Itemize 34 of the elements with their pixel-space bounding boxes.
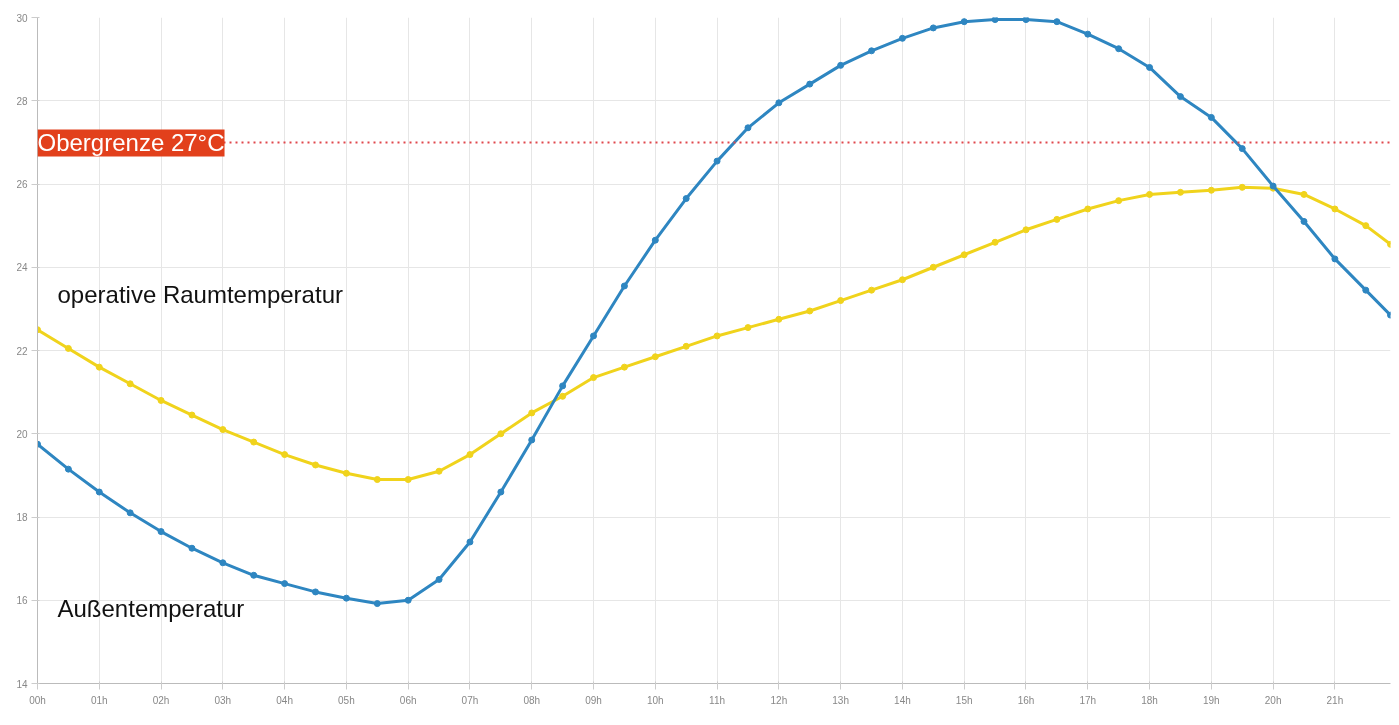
y-tick-label: 28 [16,95,28,107]
x-tick-label: 12h [770,694,788,706]
x-tick-label: 06h [399,694,417,706]
y-tick-label: 24 [16,262,28,274]
y-tick-label: 14 [16,678,28,690]
x-tick-label: 07h [461,694,479,706]
x-tick-label: 14h [894,694,911,706]
x-tick-label: 01h [90,694,108,706]
x-tick-label: 05h [338,694,355,706]
x-tick-label: 15h [955,694,973,706]
y-tick-label: 18 [16,512,28,523]
series-label: Außentemperatur [57,595,245,623]
x-tick-label: 13h [832,694,849,706]
x-tick-label: 10h [646,694,664,706]
x-tick-label: 09h [585,694,602,706]
x-tick-label: 04h [276,694,293,706]
x-tick-label: 21h [1326,694,1344,706]
x-tick-label: 03h [214,694,232,706]
x-tick-label: 16h [1017,694,1035,706]
x-tick-label: 20h [1264,694,1282,706]
y-tick-label: 30 [16,12,28,24]
x-tick-label: 18h [1141,694,1158,706]
x-tick-label: 11h [709,694,726,706]
y-tick-label: 22 [16,345,28,357]
y-tick-label: 20 [16,428,28,440]
y-tick-label: 16 [16,595,28,607]
ref-line-label: Obergrenze 27°C [37,129,225,157]
series-label: operative Raumtemperatur [57,280,343,308]
x-tick-label: 17h [1079,694,1097,706]
x-tick-label: 08h [523,694,541,706]
x-tick-label: 19h [1202,694,1220,706]
y-tick-label: 26 [16,179,28,190]
x-tick-label: 02h [152,694,170,706]
x-tick-label: 00h [29,694,46,706]
